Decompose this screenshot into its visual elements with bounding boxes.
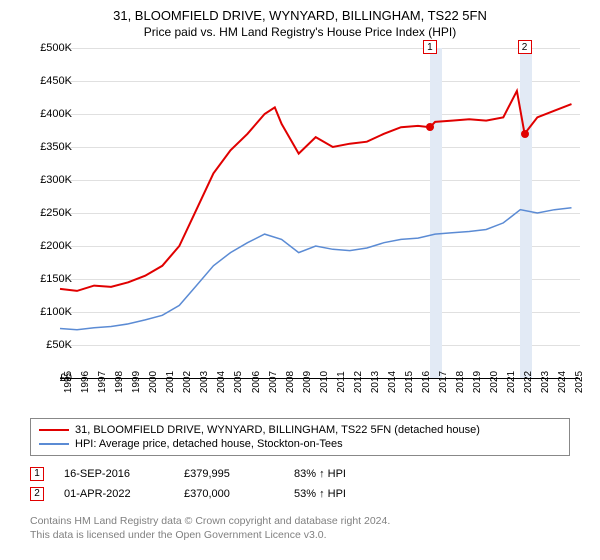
x-tick-label: 2000 [148, 371, 159, 393]
y-tick-label: £450K [22, 75, 72, 87]
x-tick-label: 2001 [165, 371, 176, 393]
sales-table: 1 16-SEP-2016 £379,995 83% ↑ HPI 2 01-AP… [30, 464, 570, 504]
x-tick-label: 1999 [131, 371, 142, 393]
sale-marker-icon: 2 [30, 487, 44, 501]
x-tick-label: 2008 [285, 371, 296, 393]
legend-row-hpi: HPI: Average price, detached house, Stoc… [39, 437, 561, 451]
x-tick-label: 2002 [182, 371, 193, 393]
sale-hpi-pct: 53% ↑ HPI [294, 488, 346, 500]
x-tick-label: 2004 [216, 371, 227, 393]
y-tick-label: £50K [22, 339, 72, 351]
y-tick-label: £200K [22, 240, 72, 252]
x-tick-label: 2010 [319, 371, 330, 393]
marker-box: 1 [423, 40, 437, 54]
x-tick-label: 1998 [114, 371, 125, 393]
x-tick-label: 2014 [387, 371, 398, 393]
sale-row: 1 16-SEP-2016 £379,995 83% ↑ HPI [30, 464, 570, 484]
x-tick-label: 1995 [63, 371, 74, 393]
chart-subtitle: Price paid vs. HM Land Registry's House … [0, 23, 600, 39]
y-tick-label: £150K [22, 273, 72, 285]
x-tick-label: 1996 [80, 371, 91, 393]
x-tick-label: 2003 [199, 371, 210, 393]
sale-row: 2 01-APR-2022 £370,000 53% ↑ HPI [30, 484, 570, 504]
x-tick-label: 2005 [233, 371, 244, 393]
x-tick-label: 2012 [353, 371, 364, 393]
x-tick-label: 2022 [523, 371, 534, 393]
x-tick-label: 2006 [251, 371, 262, 393]
marker-box: 2 [518, 40, 532, 54]
sale-marker-icon: 1 [30, 467, 44, 481]
footer-line2: This data is licensed under the Open Gov… [30, 528, 390, 542]
x-tick-label: 2019 [472, 371, 483, 393]
marker-point [426, 123, 434, 131]
chart-title: 31, BLOOMFIELD DRIVE, WYNYARD, BILLINGHA… [0, 0, 600, 23]
sale-price: £379,995 [184, 468, 274, 480]
x-tick-label: 1997 [97, 371, 108, 393]
sale-date: 01-APR-2022 [64, 488, 164, 500]
y-tick-label: £400K [22, 108, 72, 120]
footer-attribution: Contains HM Land Registry data © Crown c… [30, 514, 390, 542]
y-tick-label: £250K [22, 207, 72, 219]
marker-point [521, 130, 529, 138]
series-svg [60, 48, 580, 378]
series-line-hpi [60, 208, 572, 330]
legend-box: 31, BLOOMFIELD DRIVE, WYNYARD, BILLINGHA… [30, 418, 570, 456]
series-line-price_paid [60, 91, 572, 291]
x-tick-label: 2025 [574, 371, 585, 393]
x-tick-label: 2009 [302, 371, 313, 393]
legend-swatch-hpi [39, 443, 69, 445]
x-tick-label: 2017 [438, 371, 449, 393]
legend-swatch-price [39, 429, 69, 431]
x-tick-label: 2018 [455, 371, 466, 393]
y-tick-label: £350K [22, 141, 72, 153]
chart-container: 31, BLOOMFIELD DRIVE, WYNYARD, BILLINGHA… [0, 0, 600, 560]
y-tick-label: £500K [22, 42, 72, 54]
footer-line1: Contains HM Land Registry data © Crown c… [30, 514, 390, 528]
x-tick-label: 2024 [557, 371, 568, 393]
x-tick-label: 2023 [540, 371, 551, 393]
legend-label-price: 31, BLOOMFIELD DRIVE, WYNYARD, BILLINGHA… [75, 424, 480, 436]
x-tick-label: 2020 [489, 371, 500, 393]
legend-row-price: 31, BLOOMFIELD DRIVE, WYNYARD, BILLINGHA… [39, 423, 561, 437]
x-tick-label: 2021 [506, 371, 517, 393]
x-tick-label: 2011 [336, 371, 347, 393]
x-tick-label: 2007 [268, 371, 279, 393]
x-tick-label: 2015 [404, 371, 415, 393]
sale-hpi-pct: 83% ↑ HPI [294, 468, 346, 480]
sale-price: £370,000 [184, 488, 274, 500]
x-tick-label: 2013 [370, 371, 381, 393]
y-tick-label: £300K [22, 174, 72, 186]
x-tick-label: 2016 [421, 371, 432, 393]
y-tick-label: £100K [22, 306, 72, 318]
legend-label-hpi: HPI: Average price, detached house, Stoc… [75, 438, 343, 450]
plot-area [60, 48, 580, 379]
sale-date: 16-SEP-2016 [64, 468, 164, 480]
